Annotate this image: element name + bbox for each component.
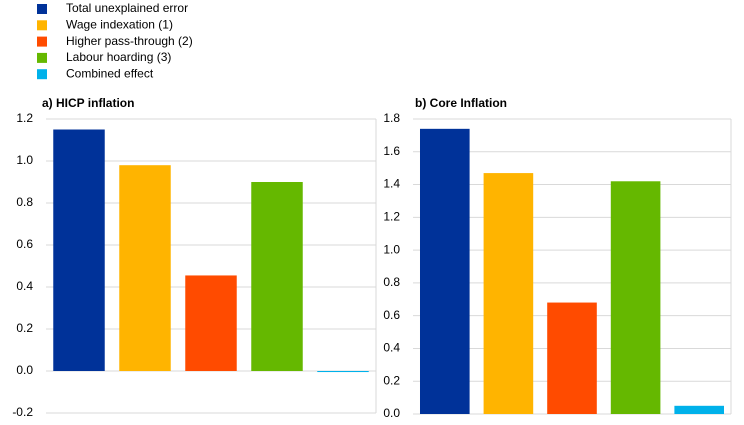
chart-title: b) Core Inflation	[415, 96, 507, 110]
bar	[251, 182, 303, 371]
y-tick-label: 0.4	[383, 341, 400, 355]
bar	[317, 371, 369, 373]
chart-title: a) HICP inflation	[42, 96, 134, 110]
bar	[119, 165, 171, 371]
y-tick-label: 0.6	[16, 237, 33, 251]
y-tick-label: 1.0	[383, 242, 400, 256]
legend-label: Total unexplained error	[66, 1, 188, 15]
y-tick-label: 0.8	[383, 275, 400, 289]
y-tick-label: 1.6	[383, 144, 400, 158]
y-tick-label: -0.2	[12, 405, 33, 419]
legend-swatch	[37, 69, 47, 80]
y-tick-label: 0.2	[383, 373, 400, 387]
y-tick-label: 1.2	[16, 111, 33, 125]
y-tick-label: 0.6	[383, 308, 400, 322]
legend-swatch	[37, 4, 47, 14]
y-tick-label: 1.4	[383, 177, 400, 191]
legend-swatch	[37, 36, 47, 47]
y-tick-label: 0.2	[16, 321, 33, 335]
legend-label: Wage indexation (1)	[66, 17, 173, 31]
legend-swatch	[37, 52, 47, 63]
y-tick-label: 1.2	[383, 210, 400, 224]
y-tick-label: 0.8	[16, 195, 33, 209]
legend-label: Combined effect	[66, 66, 154, 80]
legend-label: Labour hoarding (3)	[66, 50, 171, 64]
bar	[547, 302, 597, 414]
y-tick-label: 0.0	[16, 363, 33, 377]
y-tick-label: 1.8	[383, 111, 400, 125]
bar	[674, 405, 725, 414]
y-tick-label: 0.4	[16, 279, 33, 293]
legend-label: Higher pass-through (2)	[66, 34, 193, 48]
y-tick-label: 1.0	[16, 153, 33, 167]
bar	[483, 173, 534, 414]
legend-swatch	[37, 20, 47, 31]
y-tick-label: 0.0	[383, 406, 400, 420]
bar	[610, 181, 661, 414]
bar	[53, 129, 105, 371]
bar	[419, 128, 470, 415]
bar	[185, 275, 237, 371]
